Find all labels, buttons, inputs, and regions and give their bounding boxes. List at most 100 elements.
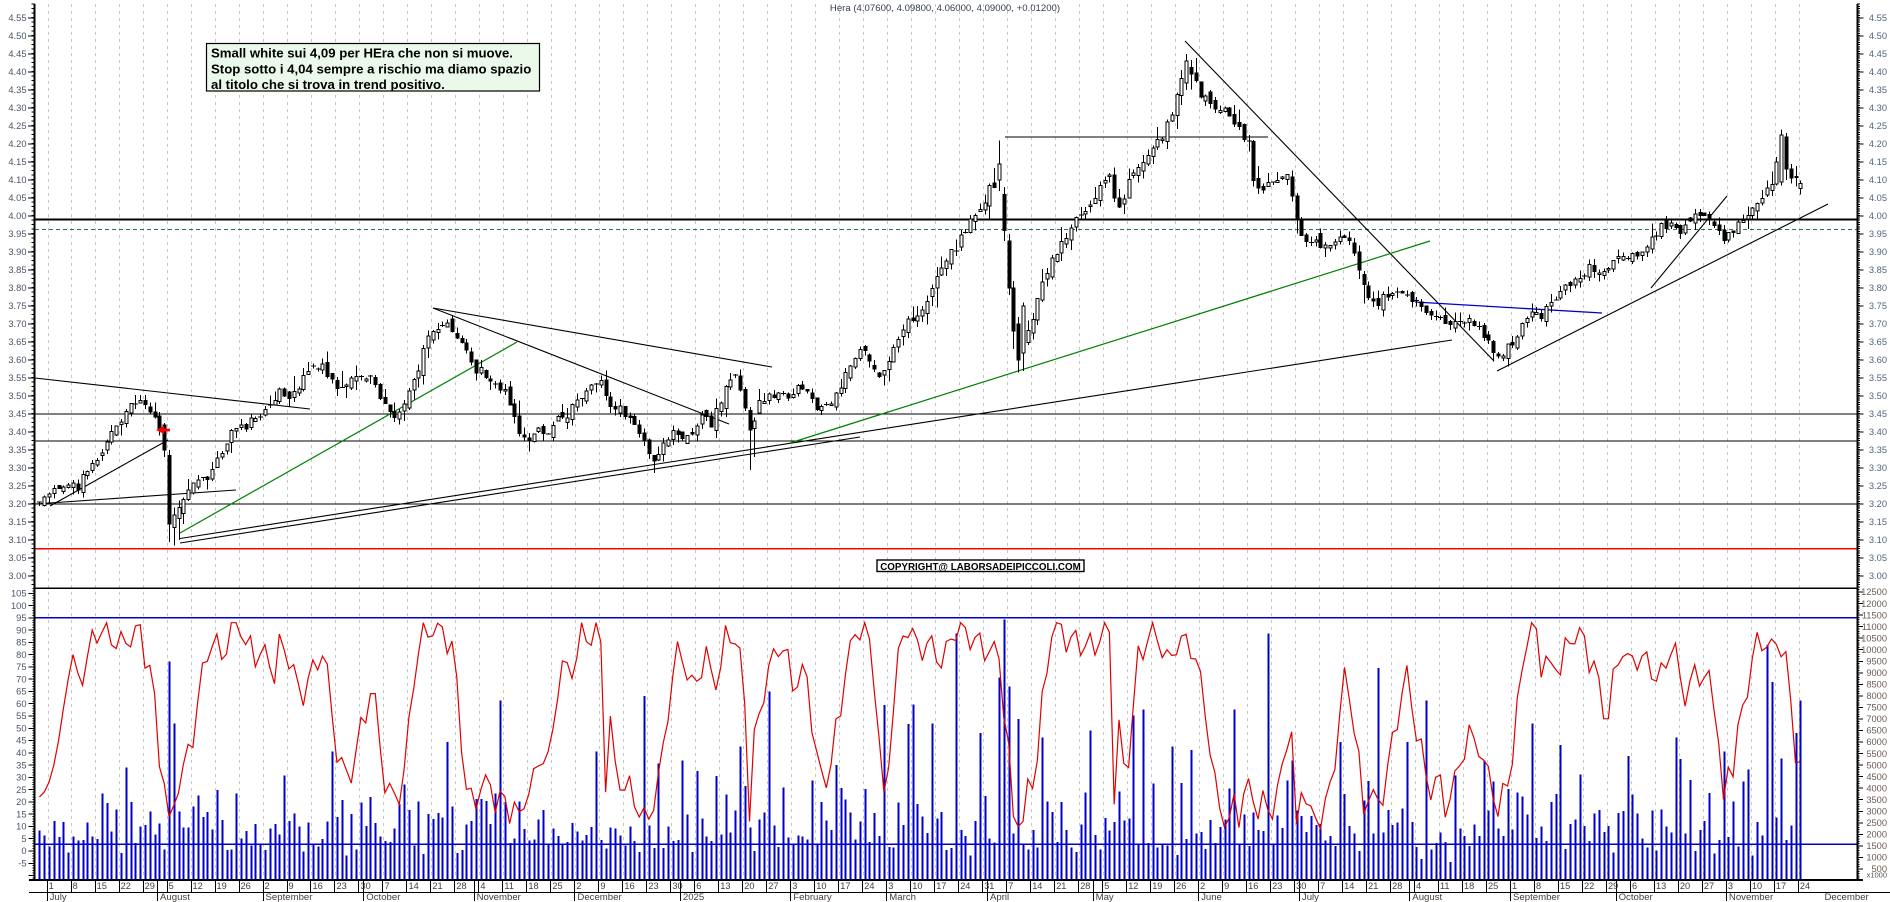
svg-text:3.95: 3.95 [8,229,26,239]
svg-text:COPYRIGHT@ LABORSADEIPICCOLI.C: COPYRIGHT@ LABORSADEIPICCOLI.COM [880,562,1081,573]
svg-text:2025: 2025 [683,892,704,902]
svg-text:4.35: 4.35 [1869,85,1887,95]
svg-text:12: 12 [1128,881,1138,891]
svg-text:3.60: 3.60 [8,355,26,365]
svg-text:80: 80 [16,650,26,660]
svg-text:90: 90 [16,625,26,635]
svg-text:3.60: 3.60 [1869,355,1887,365]
svg-text:December: December [1825,892,1870,902]
svg-text:December: December [577,892,622,902]
svg-text:25: 25 [1488,881,1498,891]
svg-text:500: 500 [1871,864,1887,874]
svg-text:7500: 7500 [1866,703,1887,713]
svg-text:4.40: 4.40 [1869,67,1887,77]
svg-text:100: 100 [11,601,27,611]
svg-text:14: 14 [409,881,419,891]
svg-text:3: 3 [888,881,893,891]
svg-text:9: 9 [1224,881,1229,891]
svg-text:Hera (4.07600, 4.09800, 4.0600: Hera (4.07600, 4.09800, 4.06000, 4.09000… [830,3,1060,14]
svg-text:20: 20 [744,881,754,891]
svg-text:3.85: 3.85 [1869,265,1887,275]
svg-text:4500: 4500 [1866,772,1887,782]
svg-text:24: 24 [864,881,874,891]
svg-text:3.80: 3.80 [8,283,26,293]
svg-text:3.55: 3.55 [1869,373,1887,383]
svg-text:2500: 2500 [1866,818,1887,828]
svg-text:3.35: 3.35 [1869,445,1887,455]
svg-text:4.10: 4.10 [1869,175,1887,185]
svg-text:11: 11 [504,881,514,891]
svg-text:2: 2 [265,881,270,891]
svg-text:3.10: 3.10 [8,535,26,545]
svg-text:15: 15 [97,881,107,891]
svg-text:3.00: 3.00 [8,571,26,581]
svg-text:10: 10 [16,822,26,832]
svg-text:June: June [1201,892,1222,902]
svg-text:26: 26 [241,881,251,891]
svg-text:3.30: 3.30 [8,463,26,473]
svg-text:October: October [1619,892,1654,902]
svg-text:30: 30 [16,773,26,783]
svg-text:4.25: 4.25 [1869,121,1887,131]
svg-text:30: 30 [672,881,682,891]
svg-text:29: 29 [145,881,155,891]
svg-text:95: 95 [16,613,26,623]
svg-text:6500: 6500 [1866,726,1887,736]
svg-text:26: 26 [1176,881,1186,891]
svg-text:4.45: 4.45 [8,49,26,59]
svg-text:3.20: 3.20 [8,499,26,509]
svg-text:12500: 12500 [1861,587,1887,597]
svg-text:21: 21 [432,881,442,891]
svg-text:March: March [889,892,916,902]
svg-text:20: 20 [1680,881,1690,891]
svg-text:4.50: 4.50 [1869,31,1887,41]
svg-text:4.05: 4.05 [8,193,26,203]
svg-text:105: 105 [11,589,27,599]
svg-text:November: November [477,892,522,902]
svg-text:40: 40 [16,748,26,758]
svg-text:17: 17 [1776,881,1786,891]
svg-text:14: 14 [1344,881,1354,891]
svg-text:10000: 10000 [1861,645,1887,655]
svg-text:10: 10 [816,881,826,891]
svg-text:July: July [1302,892,1319,902]
svg-text:27: 27 [1704,881,1714,891]
svg-text:3.75: 3.75 [8,301,26,311]
svg-text:55: 55 [16,711,26,721]
svg-text:70: 70 [16,674,26,684]
svg-text:3.35: 3.35 [8,445,26,455]
svg-text:3.40: 3.40 [1869,427,1887,437]
svg-text:-5: -5 [18,859,26,869]
svg-text:21: 21 [1056,881,1066,891]
svg-text:September: September [266,892,314,902]
svg-text:14: 14 [1032,881,1042,891]
svg-text:28: 28 [456,881,466,891]
svg-text:3.95: 3.95 [1869,229,1887,239]
svg-text:4: 4 [1416,881,1421,891]
svg-text:22: 22 [1584,881,1594,891]
svg-text:16: 16 [313,881,323,891]
svg-text:11500: 11500 [1862,610,1887,620]
svg-text:23: 23 [337,881,347,891]
svg-text:1000: 1000 [1866,853,1887,863]
svg-text:4.55: 4.55 [1869,13,1887,23]
svg-text:4.50: 4.50 [8,31,26,41]
svg-text:7: 7 [1008,881,1013,891]
svg-text:4.00: 4.00 [8,211,26,221]
svg-text:3.55: 3.55 [8,373,26,383]
svg-text:3.50: 3.50 [1869,391,1887,401]
svg-text:3.65: 3.65 [1869,337,1887,347]
svg-text:6: 6 [696,881,701,891]
svg-text:8: 8 [73,881,78,891]
svg-text:4.00: 4.00 [1869,211,1887,221]
svg-text:2: 2 [1200,881,1205,891]
svg-text:3.65: 3.65 [8,337,26,347]
svg-text:3.40: 3.40 [8,427,26,437]
svg-text:9500: 9500 [1866,657,1887,667]
svg-text:September: September [1513,892,1561,902]
svg-text:3.30: 3.30 [1869,463,1887,473]
svg-text:20: 20 [16,797,26,807]
svg-text:3.75: 3.75 [1869,301,1887,311]
svg-text:25: 25 [552,881,562,891]
svg-text:6000: 6000 [1866,737,1887,747]
